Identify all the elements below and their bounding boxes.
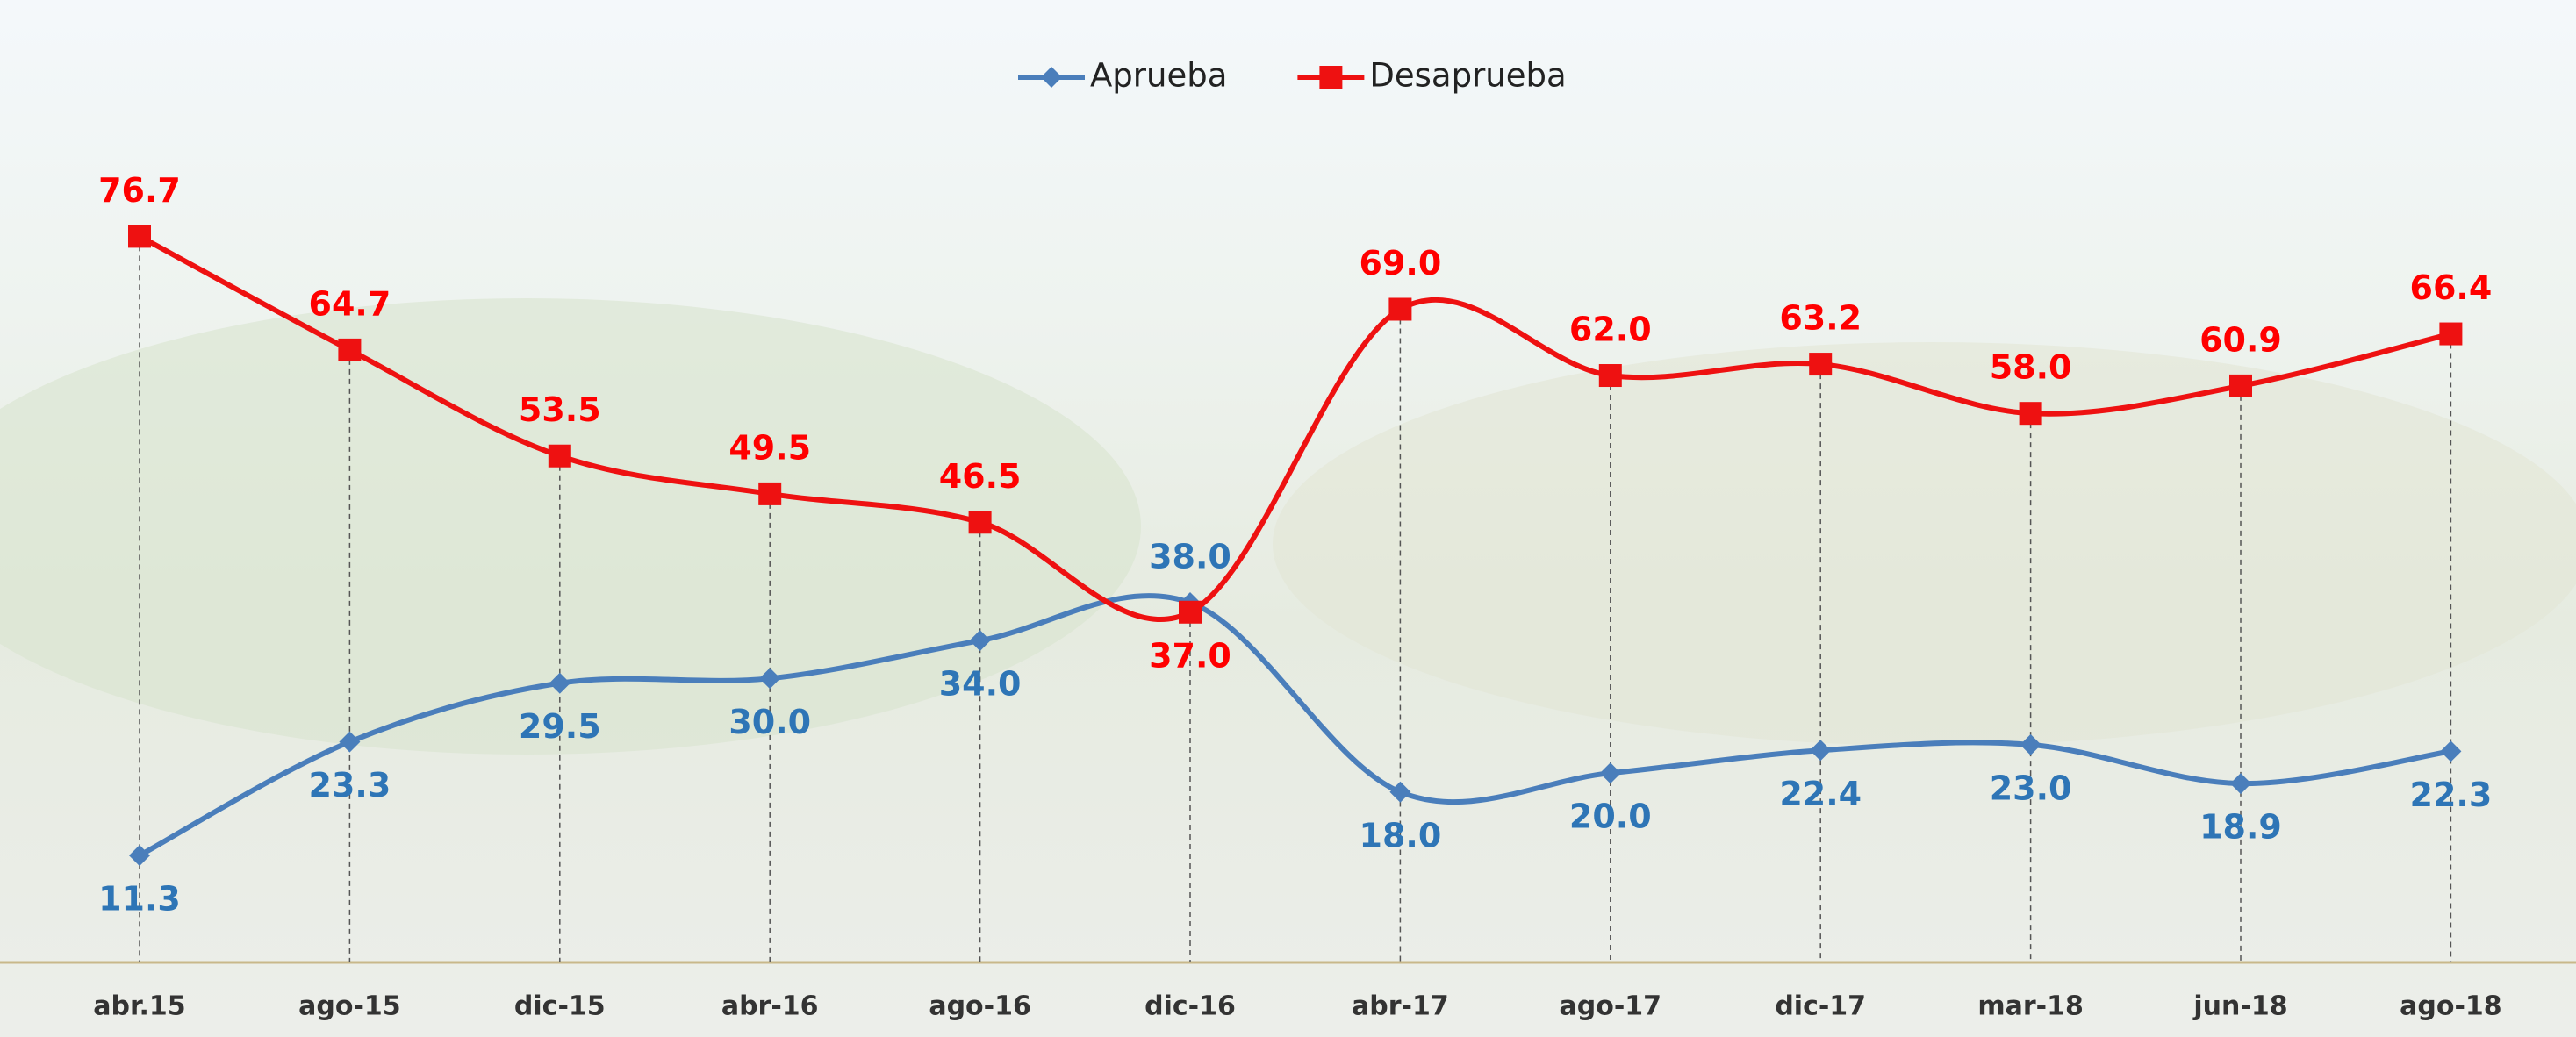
x-tick-label: ago-16 [929, 991, 1031, 1022]
point [2020, 733, 2041, 755]
point [969, 630, 991, 652]
value-label: 23.0 [1990, 769, 2072, 807]
value-label: 29.5 [519, 707, 601, 746]
x-tick-label: dic-15 [514, 991, 606, 1022]
value-label: 69.0 [1360, 244, 1442, 282]
value-label: 58.0 [1990, 348, 2072, 387]
value-label: 22.3 [2410, 776, 2493, 814]
point [1179, 600, 1202, 624]
value-label: 63.2 [1779, 299, 1862, 338]
point [1599, 762, 1621, 784]
value-label: 18.0 [1360, 816, 1442, 855]
x-tick-label: ago-17 [1560, 991, 1662, 1022]
background-shade [1273, 342, 2576, 746]
value-label: 38.0 [1149, 537, 1231, 576]
value-label: 37.0 [1149, 636, 1231, 675]
point [128, 225, 151, 248]
point [1598, 364, 1622, 388]
point [2230, 773, 2251, 795]
point [129, 845, 150, 867]
x-tick-label: ago-18 [2400, 991, 2502, 1022]
point [968, 511, 992, 534]
value-label: 18.9 [2199, 808, 2282, 847]
point [2019, 402, 2042, 426]
legend-label: Desaprueba [1369, 57, 1566, 95]
point [758, 482, 782, 505]
value-label: 11.3 [98, 880, 181, 919]
x-tick-label: mar-18 [1977, 991, 2084, 1022]
value-label: 22.4 [1779, 775, 1862, 813]
point [759, 668, 781, 690]
point [1810, 740, 1832, 762]
point [548, 444, 571, 468]
x-tick-label: ago-15 [298, 991, 401, 1022]
value-label: 60.9 [2199, 320, 2282, 359]
value-label: 76.7 [98, 171, 181, 210]
x-tick-label: dic-16 [1144, 991, 1236, 1022]
point [1809, 353, 1833, 376]
point [2439, 322, 2463, 346]
value-label: 30.0 [728, 703, 811, 741]
point [339, 731, 361, 753]
point [2440, 740, 2462, 762]
x-tick-label: abr-17 [1352, 991, 1449, 1022]
point [338, 338, 362, 361]
point [1388, 297, 1412, 321]
legend-marker [1041, 67, 1062, 88]
x-tick-label: dic-17 [1775, 991, 1866, 1022]
value-label: 46.5 [939, 457, 1022, 496]
legend-label: Aprueba [1090, 57, 1227, 95]
value-label: 49.5 [728, 428, 811, 467]
point [2229, 374, 2252, 397]
value-label: 34.0 [939, 665, 1022, 704]
point [1389, 781, 1411, 803]
point [549, 672, 570, 694]
series-line [138, 593, 2451, 858]
x-tick-label: jun-18 [2192, 991, 2287, 1022]
value-label: 20.0 [1569, 797, 1652, 836]
value-label: 66.4 [2410, 268, 2493, 307]
legend-marker [1319, 66, 1343, 89]
x-tick-label: abr.15 [93, 991, 185, 1022]
x-tick-label: abr-16 [721, 991, 819, 1022]
value-label: 64.7 [309, 284, 391, 323]
value-label: 62.0 [1569, 311, 1652, 349]
value-label: 23.3 [309, 766, 391, 805]
value-label: 53.5 [519, 390, 601, 429]
background-shade [0, 298, 1141, 755]
